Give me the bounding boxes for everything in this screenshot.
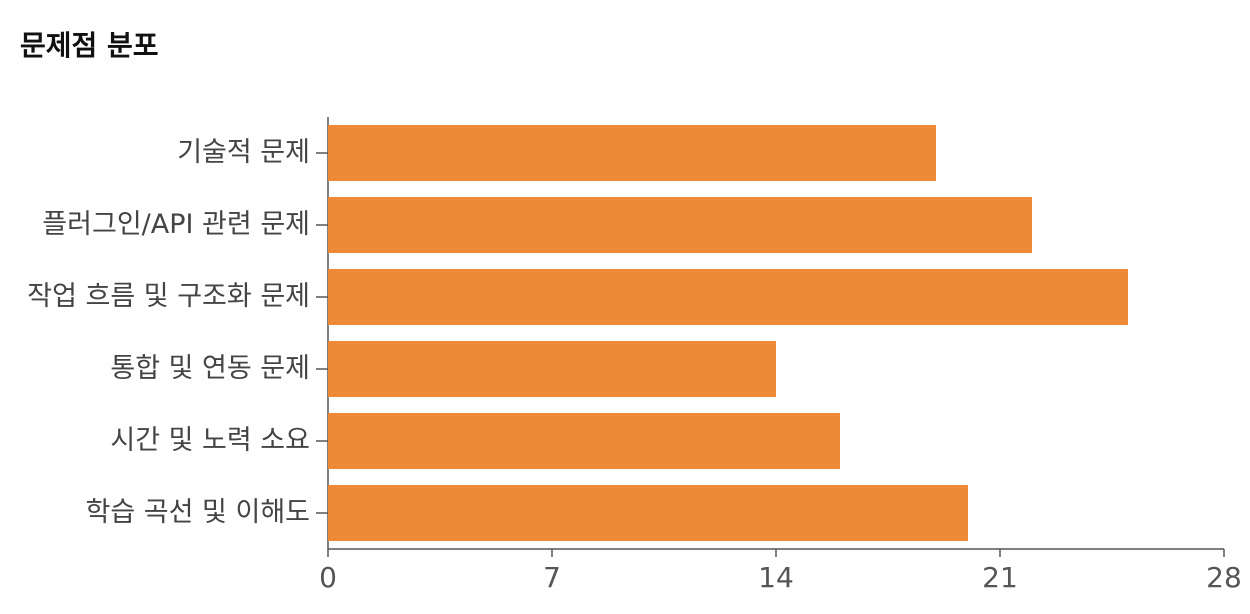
y-tick-label: 통합 및 연동 문제: [110, 353, 310, 384]
y-tick-label: 작업 흐름 및 구조화 문제: [27, 281, 310, 312]
bar: [328, 197, 1032, 253]
x-tick-label: 21: [982, 561, 1018, 594]
y-tick-label: 기술적 문제: [177, 137, 310, 168]
bar: [328, 269, 1128, 325]
x-tick-label: 7: [543, 561, 561, 594]
x-tick-label: 14: [758, 561, 794, 594]
y-tick-label: 플러그인/API 관련 문제: [42, 209, 310, 240]
y-tick-label: 시간 및 노력 소요: [110, 425, 310, 456]
bar: [328, 125, 936, 181]
chart-title: 문제점 분포: [20, 29, 159, 62]
bar: [328, 341, 776, 397]
bar: [328, 485, 968, 541]
x-tick-label: 0: [319, 561, 337, 594]
x-tick-label: 28: [1206, 561, 1242, 594]
bar: [328, 413, 840, 469]
y-tick-label: 학습 곡선 및 이해도: [85, 497, 310, 528]
